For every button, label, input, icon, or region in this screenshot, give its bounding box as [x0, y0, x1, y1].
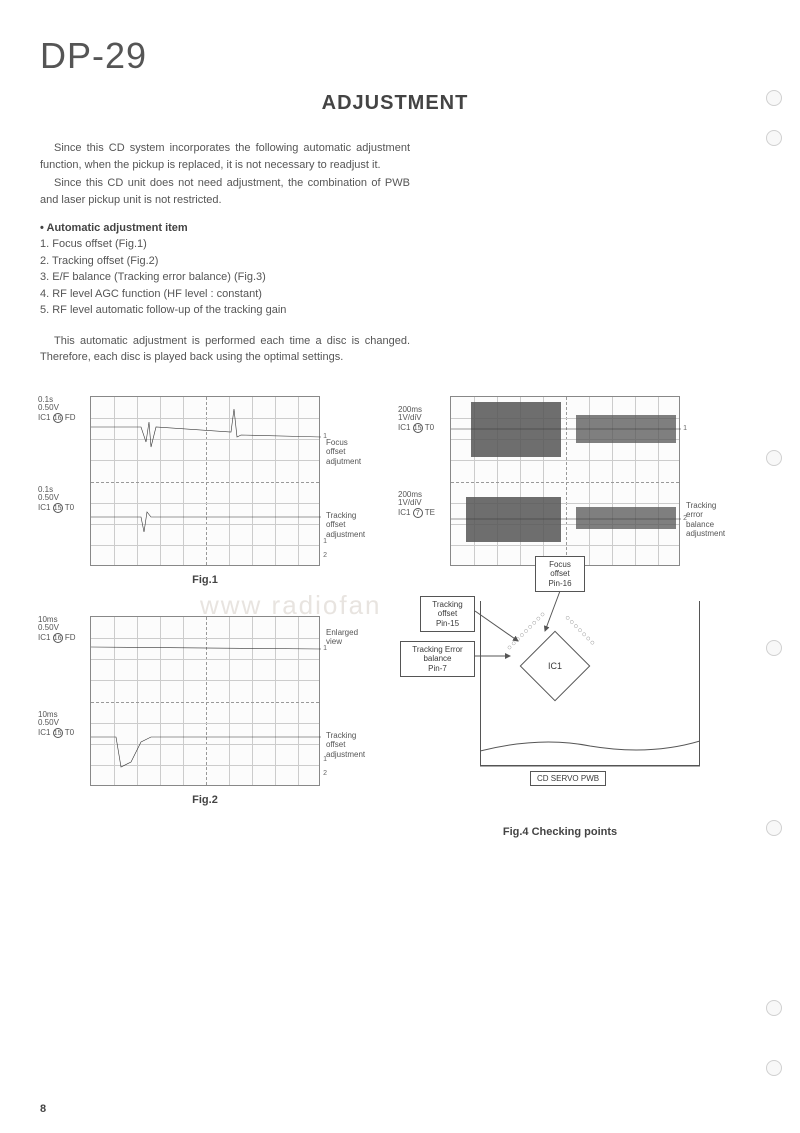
- list-item: 3. E/F balance (Tracking error balance) …: [40, 269, 750, 286]
- closing-text: This automatic adjustment is performed e…: [40, 333, 410, 366]
- list-item: 2. Tracking offset (Fig.2): [40, 253, 750, 270]
- intro-p1: Since this CD system incorporates the fo…: [40, 140, 410, 173]
- list-item: 1. Focus offset (Fig.1): [40, 236, 750, 253]
- fig3-upper-pin: 15: [413, 423, 423, 433]
- fig3-scope: 1 2: [450, 396, 680, 566]
- fig3-lower-l2: 1V/diV: [398, 499, 435, 508]
- fig1-upper-pin: 16: [53, 413, 63, 423]
- fig2-side-lower: Tracking offset adjustment: [326, 731, 365, 760]
- figure-4: Focus offset Pin-16 Tracking offset Pin-…: [400, 586, 720, 838]
- fig1-scope: 1 1 2: [90, 396, 320, 566]
- fig4-arrows: [400, 556, 700, 756]
- fig3-lower-ic: IC1: [398, 508, 410, 517]
- fig1-upper-l2: 0.50V: [38, 404, 76, 413]
- fig3-lower-suffix: TE: [425, 508, 435, 517]
- list-item: 4. RF level AGC function (HF level : con…: [40, 286, 750, 303]
- fig2-lower-pin: 15: [53, 728, 63, 738]
- fig3-upper-ic: IC1: [398, 423, 410, 432]
- fig2-caption: Fig.2: [90, 794, 320, 806]
- figure-2: 10ms 0.50V IC1 16 FD 10ms 0.50V IC1 15 T…: [40, 616, 340, 838]
- figure-1: 0.1s 0.50V IC1 16 FD 0.1s 0.50V IC1 15 T…: [40, 396, 340, 586]
- closing-p: This automatic adjustment is performed e…: [40, 333, 410, 366]
- fig2-lower-suffix: T0: [65, 728, 74, 737]
- fig3-side-lower: Tracking error balance adjustment: [686, 501, 725, 539]
- fig3-baseline: [451, 397, 681, 567]
- fig2-waveform-lower: [91, 617, 321, 787]
- fig2-upper-pin: 16: [53, 633, 63, 643]
- intro-p2: Since this CD unit does not need adjustm…: [40, 175, 410, 208]
- fig4-caption: Fig.4 Checking points: [400, 826, 720, 838]
- fig2-upper-l2: 0.50V: [38, 624, 76, 633]
- fig1-lower-ic: IC1: [38, 503, 50, 512]
- fig2-lower-l2: 0.50V: [38, 719, 74, 728]
- fig2-upper-suffix: FD: [65, 633, 76, 642]
- fig1-lower-pin: 15: [53, 503, 63, 513]
- section-title: ADJUSTMENT: [40, 92, 750, 115]
- list-heading: • Automatic adjustment item: [40, 222, 750, 234]
- adjustment-list: 1. Focus offset (Fig.1) 2. Tracking offs…: [40, 236, 750, 319]
- fig1-upper-ic: IC1: [38, 413, 50, 422]
- fig1-side-upper: Focus offset adjutment: [326, 438, 361, 467]
- fig2-scope: 1 1 2: [90, 616, 320, 786]
- binder-holes: [760, 0, 788, 1133]
- fig1-caption: Fig.1: [90, 574, 320, 586]
- model-number: DP-29: [40, 35, 750, 77]
- fig1-upper-suffix: FD: [65, 413, 76, 422]
- fig4-servo-label: CD SERVO PWB: [530, 771, 606, 786]
- fig3-upper-suffix: T0: [425, 423, 434, 432]
- fig1-waveform-lower: [91, 397, 321, 567]
- fig2-side-upper: Enlarged view: [326, 628, 358, 647]
- fig1-lower-l2: 0.50V: [38, 494, 74, 503]
- list-item: 5. RF level automatic follow-up of the t…: [40, 302, 750, 319]
- fig3-lower-pin: 7: [413, 508, 423, 518]
- fig1-lower-suffix: T0: [65, 503, 74, 512]
- fig1-side-lower: Tracking offset adjustment: [326, 511, 365, 540]
- page-number: 8: [40, 1103, 46, 1115]
- intro-text: Since this CD system incorporates the fo…: [40, 140, 410, 208]
- fig3-upper-l2: 1V/diV: [398, 414, 434, 423]
- fig2-lower-ic: IC1: [38, 728, 50, 737]
- fig2-upper-ic: IC1: [38, 633, 50, 642]
